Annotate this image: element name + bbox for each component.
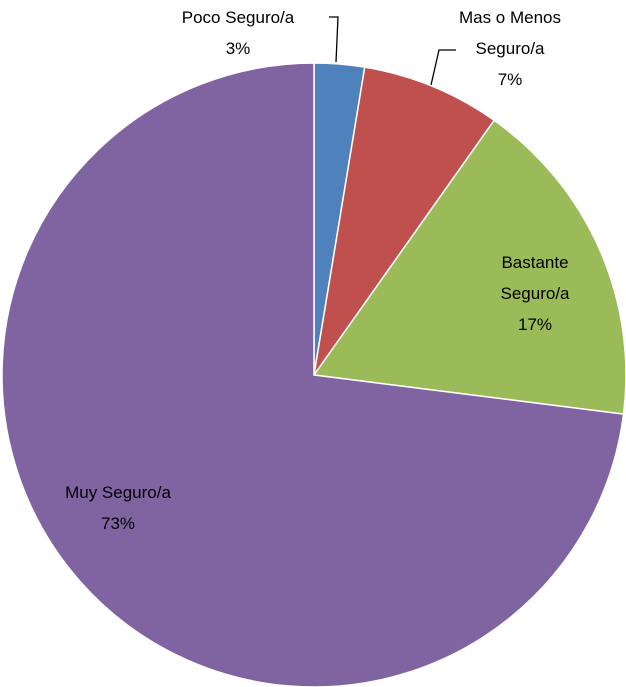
slice-value-label: 17% bbox=[517, 315, 553, 334]
pie-slice bbox=[1, 62, 625, 687]
slice-value-label: 73% bbox=[100, 514, 136, 533]
slice-label: Bastante Seguro/a bbox=[500, 253, 570, 303]
leader-line bbox=[430, 49, 456, 86]
slice-label: Mas o Menos Seguro/a bbox=[458, 8, 562, 58]
slice-value-label: 7% bbox=[497, 70, 523, 89]
slice-label: Muy Seguro/a bbox=[65, 483, 171, 502]
leader-line bbox=[329, 16, 339, 63]
slice-label: Poco Seguro/a bbox=[181, 8, 295, 27]
slice-value-label: 3% bbox=[225, 39, 251, 58]
pie-slice bbox=[313, 66, 496, 376]
